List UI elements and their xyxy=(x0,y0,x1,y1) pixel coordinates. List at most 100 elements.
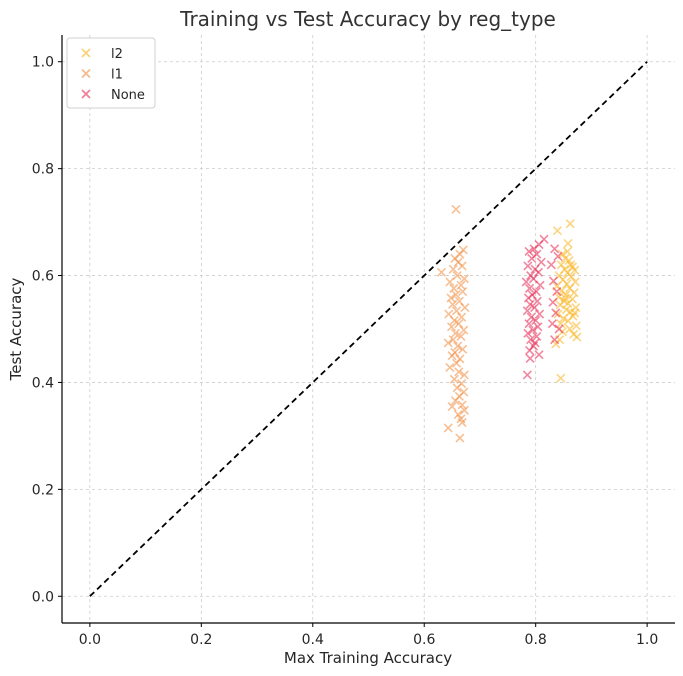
data-point xyxy=(533,322,543,332)
data-point xyxy=(553,251,563,261)
y-axis-label: Test Accuracy xyxy=(7,277,25,381)
legend-marker xyxy=(81,89,91,99)
reference-diagonal-line xyxy=(89,61,648,597)
data-point xyxy=(550,335,560,345)
data-point xyxy=(560,293,570,303)
data-point xyxy=(523,328,533,338)
data-point xyxy=(535,309,545,319)
data-point xyxy=(459,370,469,380)
data-point xyxy=(532,296,542,306)
data-point xyxy=(526,335,536,345)
data-point xyxy=(457,417,467,428)
data-point xyxy=(452,383,462,393)
data-point xyxy=(450,328,461,338)
x-tick-label: 0.2 xyxy=(190,632,212,648)
data-point xyxy=(566,272,576,282)
chart-title: Training vs Test Accuracy by reg_type xyxy=(179,7,556,31)
data-point xyxy=(451,358,462,368)
data-point xyxy=(529,244,539,254)
data-point xyxy=(555,300,565,310)
data-point xyxy=(553,309,563,319)
data-point xyxy=(457,400,467,410)
data-point xyxy=(527,253,537,264)
data-point xyxy=(561,290,571,300)
data-point xyxy=(521,277,531,287)
data-point xyxy=(569,288,579,298)
data-point xyxy=(459,405,469,415)
series-l1 xyxy=(436,204,470,443)
data-point xyxy=(447,401,457,412)
data-point xyxy=(526,312,536,322)
data-point xyxy=(456,331,466,342)
data-point xyxy=(459,274,469,284)
data-point xyxy=(554,324,564,334)
axes xyxy=(61,35,675,624)
x-tick-label: 0.0 xyxy=(79,632,101,648)
data-point xyxy=(547,319,557,329)
data-point xyxy=(459,325,469,335)
legend-marker xyxy=(81,48,91,58)
x-tick-label: 1.0 xyxy=(636,632,658,648)
data-point xyxy=(528,325,538,335)
data-point xyxy=(451,306,462,316)
data-point xyxy=(562,246,573,257)
legend: l2 l1 None xyxy=(66,37,156,109)
data-point xyxy=(552,287,562,297)
y-axis-ticks: 0.0 0.2 0.4 0.6 0.8 1.0 xyxy=(32,55,62,605)
data-point xyxy=(534,350,544,360)
data-point xyxy=(570,265,580,275)
data-point xyxy=(524,283,535,293)
data-point xyxy=(535,280,545,290)
data-point xyxy=(525,353,535,363)
legend-label: None xyxy=(111,88,145,103)
data-points xyxy=(436,204,582,443)
data-point xyxy=(523,261,533,271)
data-point xyxy=(551,308,561,318)
x-axis-label: Max Training Accuracy xyxy=(284,649,452,667)
data-point xyxy=(447,351,457,361)
data-point xyxy=(550,244,560,254)
data-point xyxy=(456,312,467,322)
data-point xyxy=(454,367,464,377)
data-point xyxy=(566,260,576,270)
data-point xyxy=(533,267,544,277)
data-point xyxy=(445,277,455,287)
x-tick-label: 0.6 xyxy=(413,632,435,648)
data-point xyxy=(548,297,558,307)
y-tick-label: 0.4 xyxy=(32,375,54,391)
data-point xyxy=(455,433,465,443)
data-point xyxy=(565,324,575,334)
data-point xyxy=(546,260,556,270)
data-point xyxy=(449,374,459,384)
data-point xyxy=(452,270,462,281)
data-point xyxy=(458,344,468,354)
series-l2 xyxy=(551,219,582,383)
data-point xyxy=(548,276,559,286)
y-tick-label: 0.6 xyxy=(32,269,54,285)
data-point xyxy=(524,345,535,355)
data-point xyxy=(449,283,459,293)
data-point xyxy=(460,303,470,313)
data-point xyxy=(565,219,575,229)
data-point xyxy=(525,299,535,309)
data-point xyxy=(563,316,573,326)
data-point xyxy=(443,338,453,348)
data-point xyxy=(454,319,464,329)
legend-marker xyxy=(81,68,91,79)
data-point xyxy=(450,396,461,406)
data-point xyxy=(456,280,466,290)
data-point xyxy=(570,308,580,318)
data-point xyxy=(530,303,540,313)
data-point xyxy=(556,373,566,383)
data-point xyxy=(451,290,461,300)
data-point xyxy=(552,226,562,236)
y-tick-label: 1.0 xyxy=(32,55,54,71)
data-point xyxy=(443,423,453,433)
data-point xyxy=(448,335,458,345)
data-point xyxy=(563,238,573,249)
data-point xyxy=(563,298,573,308)
data-point xyxy=(531,315,541,326)
legend-label: l2 xyxy=(111,47,123,62)
data-point xyxy=(451,204,461,214)
